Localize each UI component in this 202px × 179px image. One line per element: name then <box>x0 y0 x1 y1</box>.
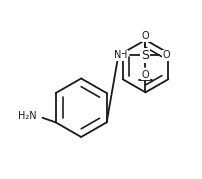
Text: H: H <box>120 50 127 60</box>
Text: N: N <box>113 50 121 60</box>
Text: H₂N: H₂N <box>18 111 37 121</box>
Text: O: O <box>141 70 149 80</box>
Text: O: O <box>162 50 169 60</box>
Text: O: O <box>141 31 149 41</box>
Text: S: S <box>141 49 149 62</box>
